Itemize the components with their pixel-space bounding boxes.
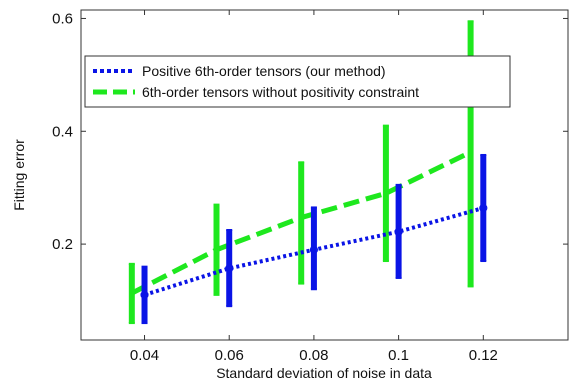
x-tick-label: 0.06	[215, 347, 244, 364]
series-line-positive	[143, 206, 484, 297]
y-tick-label: 0.6	[52, 10, 73, 27]
legend-label-unconstrained: 6th-order tensors without positivity con…	[142, 84, 419, 100]
x-tick-label: 0.04	[130, 347, 159, 364]
data-point-positive	[309, 245, 319, 254]
x-tick-label: 0.1	[388, 347, 409, 364]
data-point-positive	[140, 290, 149, 299]
legend-box	[84, 55, 511, 108]
data-point-positive	[394, 227, 403, 236]
y-axis-label: Fitting error	[11, 139, 27, 211]
x-axis-label: Standard deviation of noise in data	[216, 365, 432, 381]
x-axis-ticks: 0.04 0.06 0.08 0.1 0.12	[130, 10, 498, 364]
x-tick-label: 0.08	[299, 347, 328, 364]
legend: Positive 6th-order tensors (our method) …	[84, 55, 511, 108]
data-point-positive	[225, 264, 234, 273]
y-tick-label: 0.4	[52, 123, 73, 140]
x-tick-label: 0.12	[469, 347, 498, 364]
y-tick-label: 0.2	[52, 236, 73, 253]
data-point-positive	[479, 203, 488, 213]
legend-label-positive: Positive 6th-order tensors (our method)	[142, 63, 386, 79]
series-line-unconstrained	[130, 149, 472, 296]
y-axis-ticks: 0.2 0.4 0.6	[52, 10, 568, 253]
series-positive	[140, 153, 488, 325]
